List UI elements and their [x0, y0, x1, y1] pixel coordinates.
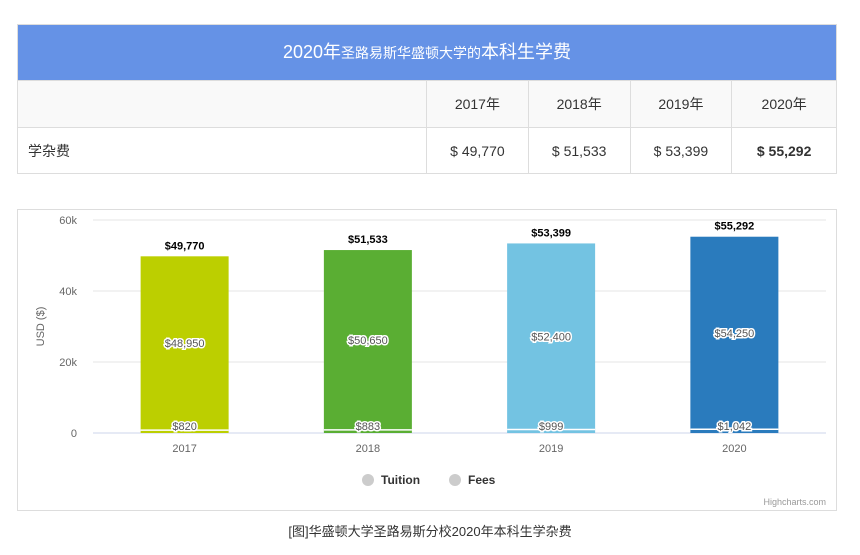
bar-tuition [507, 243, 596, 430]
value-2020: $ 55,292 [731, 128, 836, 173]
table-title-school: 圣路易斯华盛顿大学的 [341, 45, 482, 61]
bar-fees [323, 429, 412, 433]
fees-data-label: $820 [172, 421, 196, 433]
bar-fees [140, 430, 229, 433]
bar-fees [507, 429, 596, 433]
tuition-data-label: $48,950 [165, 338, 205, 350]
y-tick-label: 60k [59, 215, 77, 227]
x-tick-label: 2019 [539, 443, 563, 455]
legend-marker [362, 474, 374, 486]
tuition-data-label: $54,250 [714, 328, 754, 340]
y-tick-label: 40k [59, 286, 77, 298]
x-tick-label: 2020 [722, 443, 746, 455]
header-empty-cell [18, 81, 426, 127]
fees-data-label: $999 [539, 421, 563, 433]
header-year-2020: 2020年 [731, 81, 836, 127]
stacked-bar-chart: 0 20k 40k 60k USD ($) $48,950 $820 $49,770 2017 $… [35, 215, 826, 507]
value-2018: $ 51,533 [527, 128, 630, 173]
bar-tuition [140, 256, 229, 431]
legend-marker [449, 474, 461, 486]
total-data-label: $55,292 [714, 221, 754, 233]
bar-fees [690, 429, 779, 433]
x-tick-label: 2017 [172, 443, 196, 455]
value-2019: $ 53,399 [629, 128, 732, 173]
fees-data-label: $1,042 [718, 421, 752, 433]
tuition-table: 2020年圣路易斯华盛顿大学的本科生学费 2017年 2018年 2019年 2… [17, 24, 837, 174]
y-tick-label: 20k [59, 357, 77, 369]
y-tick-label: 0 [71, 428, 77, 440]
legend-item-label: Fees [468, 473, 496, 487]
row-label: 学杂费 [28, 142, 70, 159]
table-header-row: 2017年 2018年 2019年 2020年 [18, 80, 836, 127]
chart-container: 0 20k 40k 60k USD ($) $48,950 $820 $49,770 2017 $… [17, 209, 837, 511]
table-title-subject: 本科生学费 [481, 42, 572, 62]
fees-data-label: $883 [356, 421, 380, 433]
tuition-data-label: $50,650 [348, 335, 388, 347]
total-data-label: $51,533 [348, 234, 388, 246]
header-year-2017: 2017年 [426, 81, 528, 127]
chart-credit: Highcharts.com [763, 497, 826, 507]
table-title-year: 2020年 [282, 42, 342, 62]
table-title: 2020年圣路易斯华盛顿大学的本科生学费 [18, 25, 836, 80]
header-year-2018: 2018年 [527, 81, 630, 127]
table-row: 学杂费 $ 49,770 $ 51,533 $ 53,399 $ 55,292 [18, 127, 836, 173]
legend-item-label: Tuition [381, 473, 420, 487]
total-data-label: $53,399 [531, 227, 571, 239]
x-tick-label: 2018 [356, 443, 380, 455]
total-data-label: $49,770 [165, 240, 205, 252]
value-2017: $ 49,770 [426, 128, 528, 173]
figure-caption: [图]华盛顿大学圣路易斯分校2020年本科生学杂费 [288, 524, 572, 539]
header-year-2019: 2019年 [629, 81, 732, 127]
y-axis-title: USD ($) [35, 307, 47, 347]
bar-tuition [323, 250, 412, 430]
bar-tuition [690, 236, 779, 430]
tuition-data-label: $52,400 [531, 331, 571, 343]
